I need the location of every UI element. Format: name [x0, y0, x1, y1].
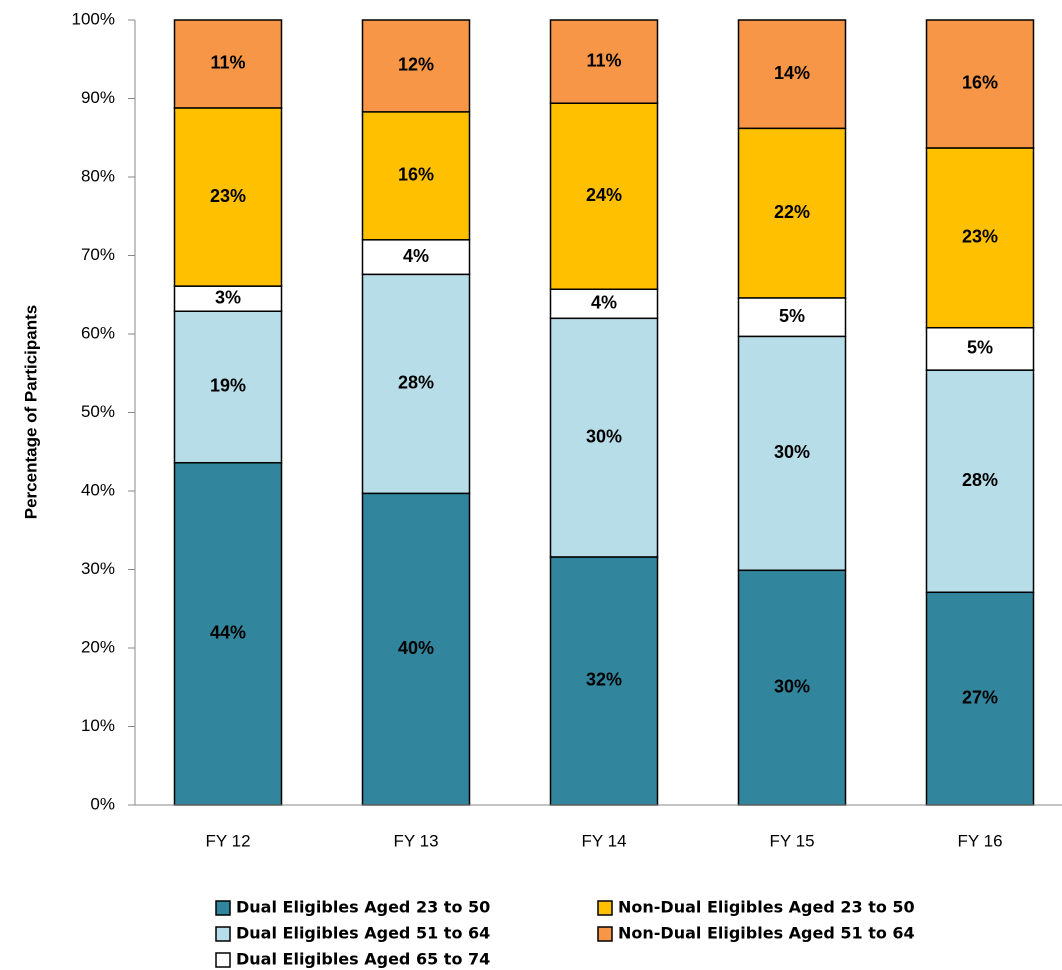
legend-label: Dual Eligibles Aged 51 to 64 — [236, 924, 490, 943]
bar-segment — [737, 297, 847, 338]
legend-label: Non-Dual Eligibles Aged 23 to 50 — [618, 898, 915, 917]
bar-segment — [925, 369, 1035, 594]
bar-segment — [549, 317, 659, 558]
legend-label: Dual Eligibles Aged 23 to 50 — [236, 898, 490, 917]
y-tick-label: 0% — [90, 794, 115, 813]
y-axis-title: Percentage of Participants — [21, 305, 40, 519]
y-tick-label: 10% — [81, 716, 115, 735]
legend-swatch — [215, 952, 231, 968]
bar-segment — [549, 102, 659, 291]
data-label: 24% — [586, 185, 622, 205]
data-label: 5% — [967, 338, 993, 358]
data-label: 32% — [586, 670, 622, 690]
data-label: 19% — [210, 376, 246, 396]
bar-segment — [173, 285, 283, 312]
y-tick-label: 50% — [81, 402, 115, 421]
data-label: 11% — [210, 53, 245, 73]
data-label: 40% — [398, 638, 434, 658]
legend-swatch — [597, 900, 613, 916]
bar-segment — [361, 19, 471, 113]
bar-segment — [173, 461, 283, 806]
y-tick-label: 100% — [72, 9, 115, 28]
bar-segment — [361, 111, 471, 241]
data-label: 4% — [403, 246, 429, 266]
x-tick-label: FY 16 — [957, 831, 1002, 850]
data-label: 23% — [210, 186, 246, 206]
x-tick-label: FY 14 — [581, 831, 626, 850]
data-label: 30% — [774, 676, 810, 696]
legend-swatch — [215, 900, 231, 916]
x-tick-label: FY 13 — [393, 831, 438, 850]
data-label: 28% — [398, 373, 434, 393]
bar-segment — [173, 310, 283, 464]
data-label: 22% — [774, 202, 810, 222]
bar-segment — [737, 127, 847, 299]
bar-segment — [925, 19, 1035, 149]
bar-segment — [173, 19, 283, 109]
y-tick-label: 60% — [81, 323, 115, 342]
data-label: 14% — [774, 63, 810, 83]
bar-segment — [549, 19, 659, 104]
data-label: 23% — [962, 227, 998, 247]
y-tick-label: 20% — [81, 637, 115, 656]
bar-segment — [737, 19, 847, 130]
y-tick-label: 70% — [81, 245, 115, 264]
data-label: 11% — [586, 50, 621, 70]
legend-label: Non-Dual Eligibles Aged 51 to 64 — [618, 924, 915, 943]
data-label: 30% — [586, 426, 622, 446]
bar-segment — [925, 326, 1035, 371]
data-label: 44% — [210, 623, 246, 643]
bar-segment — [737, 569, 847, 806]
x-tick-label: FY 15 — [769, 831, 814, 850]
data-label: 16% — [398, 165, 434, 185]
bar-segment — [549, 288, 659, 320]
data-label: 5% — [779, 306, 805, 326]
data-label: 16% — [962, 73, 998, 93]
y-tick-label: 90% — [81, 88, 115, 107]
legend-swatch — [597, 926, 613, 942]
bar-segment — [737, 335, 847, 572]
data-label: 30% — [774, 442, 810, 462]
data-label: 12% — [398, 55, 434, 75]
x-tick-label: FY 12 — [205, 831, 250, 850]
data-label: 27% — [962, 687, 998, 707]
bar-segment — [361, 273, 471, 495]
y-tick-label: 40% — [81, 480, 115, 499]
y-tick-label: 80% — [81, 166, 115, 185]
legend-swatch — [215, 926, 231, 942]
bar-segment — [925, 591, 1035, 806]
data-label: 3% — [215, 287, 241, 307]
y-tick-label: 30% — [81, 559, 115, 578]
data-label: 28% — [962, 470, 998, 490]
bar-segment — [361, 239, 471, 276]
data-label: 4% — [591, 293, 617, 313]
legend-label: Dual Eligibles Aged 65 to 74 — [236, 950, 490, 969]
